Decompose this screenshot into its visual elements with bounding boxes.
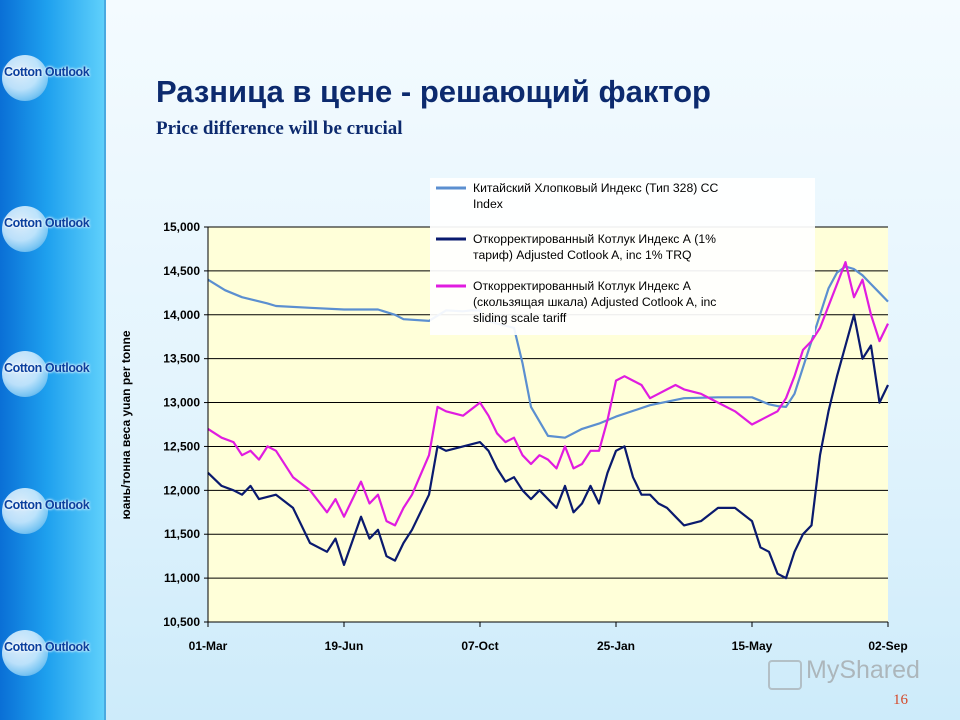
slide-subtitle: Price difference will be crucial — [156, 118, 403, 139]
y-tick-label: 14,000 — [163, 308, 200, 322]
watermark: MyShared — [770, 656, 920, 685]
cotton-outlook-logo: Cotton Outlook — [0, 203, 104, 263]
logo-ring-icon — [2, 55, 48, 101]
logo-ring-icon — [2, 206, 48, 252]
x-tick-label: 19-Jun — [325, 639, 364, 653]
y-tick-label: 15,000 — [163, 220, 200, 234]
logo-ring-icon — [2, 351, 48, 397]
slide-title: Разница в цене - решающий фактор — [156, 74, 711, 109]
logo-ring-icon — [2, 488, 48, 534]
y-axis-label: юань/тонна веса yuan per tonne — [119, 330, 133, 519]
legend-label: Откорректированный Котлук Индекс А (1% та… — [473, 232, 716, 262]
page-number: 16 — [893, 692, 908, 708]
y-tick-label: 11,500 — [164, 527, 200, 541]
legend-box — [430, 178, 815, 335]
y-tick-label: 14,500 — [163, 264, 200, 278]
y-tick-label: 10,500 — [163, 615, 200, 629]
x-tick-label: 15-May — [732, 639, 773, 653]
y-tick-label: 12,000 — [163, 483, 200, 497]
logo-text: Cotton Outlook — [4, 361, 90, 375]
logo-ring-icon — [2, 630, 48, 676]
series-line-1 — [207, 265, 889, 439]
logo-text: Cotton Outlook — [4, 65, 90, 79]
x-tick-label: 07-Oct — [461, 639, 498, 653]
x-axis-ticks: 01-Mar 19-Jun 07-Oct 25-Jan 15-May 02-Sep — [189, 622, 908, 653]
x-tick-label: 25-Jan — [597, 639, 635, 653]
x-tick-label: 01-Mar — [189, 639, 228, 653]
cotton-outlook-logo: Cotton Outlook — [0, 485, 104, 545]
y-tick-label: 12,500 — [163, 439, 200, 453]
watermark-icon — [768, 660, 802, 690]
y-axis-ticks: 10,500 11,000 11,500 12,000 12,500 13,000 13,5… — [163, 220, 208, 629]
legend: Китайский Хлопковый Индекс (Тип 328) CC I… — [430, 178, 815, 335]
logo-text: Cotton Outlook — [4, 216, 90, 230]
sidebar-band: Cotton Outlook Cotton Outlook Cotton Out… — [0, 0, 106, 720]
cotton-outlook-logo: Cotton Outlook — [0, 627, 104, 687]
y-tick-label: 13,500 — [163, 352, 200, 366]
series-lines — [207, 261, 889, 580]
series-line-2 — [207, 313, 889, 580]
logo-text: Cotton Outlook — [4, 640, 90, 654]
legend-label: Откорректированный Котлук Индекс А (сколь… — [473, 279, 716, 325]
y-tick-label: 11,000 — [164, 571, 200, 585]
series-line-3 — [207, 261, 889, 527]
y-tick-label: 13,000 — [163, 396, 200, 410]
logo-text: Cotton Outlook — [4, 498, 90, 512]
x-tick-label: 02-Sep — [868, 639, 907, 653]
cotton-outlook-logo: Cotton Outlook — [0, 348, 104, 408]
watermark-text: MyShared — [806, 656, 920, 684]
cotton-outlook-logo: Cotton Outlook — [0, 52, 104, 112]
legend-label: Китайский Хлопковый Индекс (Тип 328) CC I… — [473, 181, 718, 211]
